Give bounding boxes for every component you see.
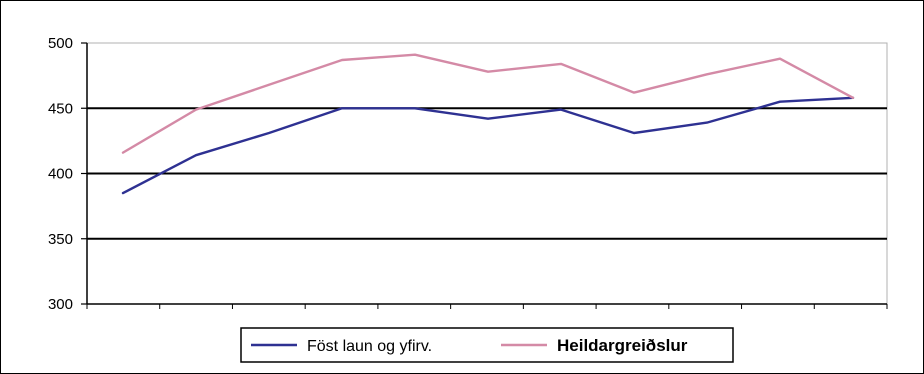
y-tick-label: 350 bbox=[48, 231, 73, 248]
y-tick-label: 450 bbox=[48, 100, 73, 117]
legend-box bbox=[240, 327, 734, 363]
y-tick-label: 300 bbox=[48, 296, 73, 313]
y-tick-label: 500 bbox=[48, 35, 73, 52]
legend-label-1: Föst laun og yfirv. bbox=[307, 338, 432, 355]
y-tick-label: 400 bbox=[48, 166, 73, 183]
legend-label-2: Heildargreiðslur bbox=[557, 336, 688, 355]
series-line-2 bbox=[121, 53, 855, 154]
